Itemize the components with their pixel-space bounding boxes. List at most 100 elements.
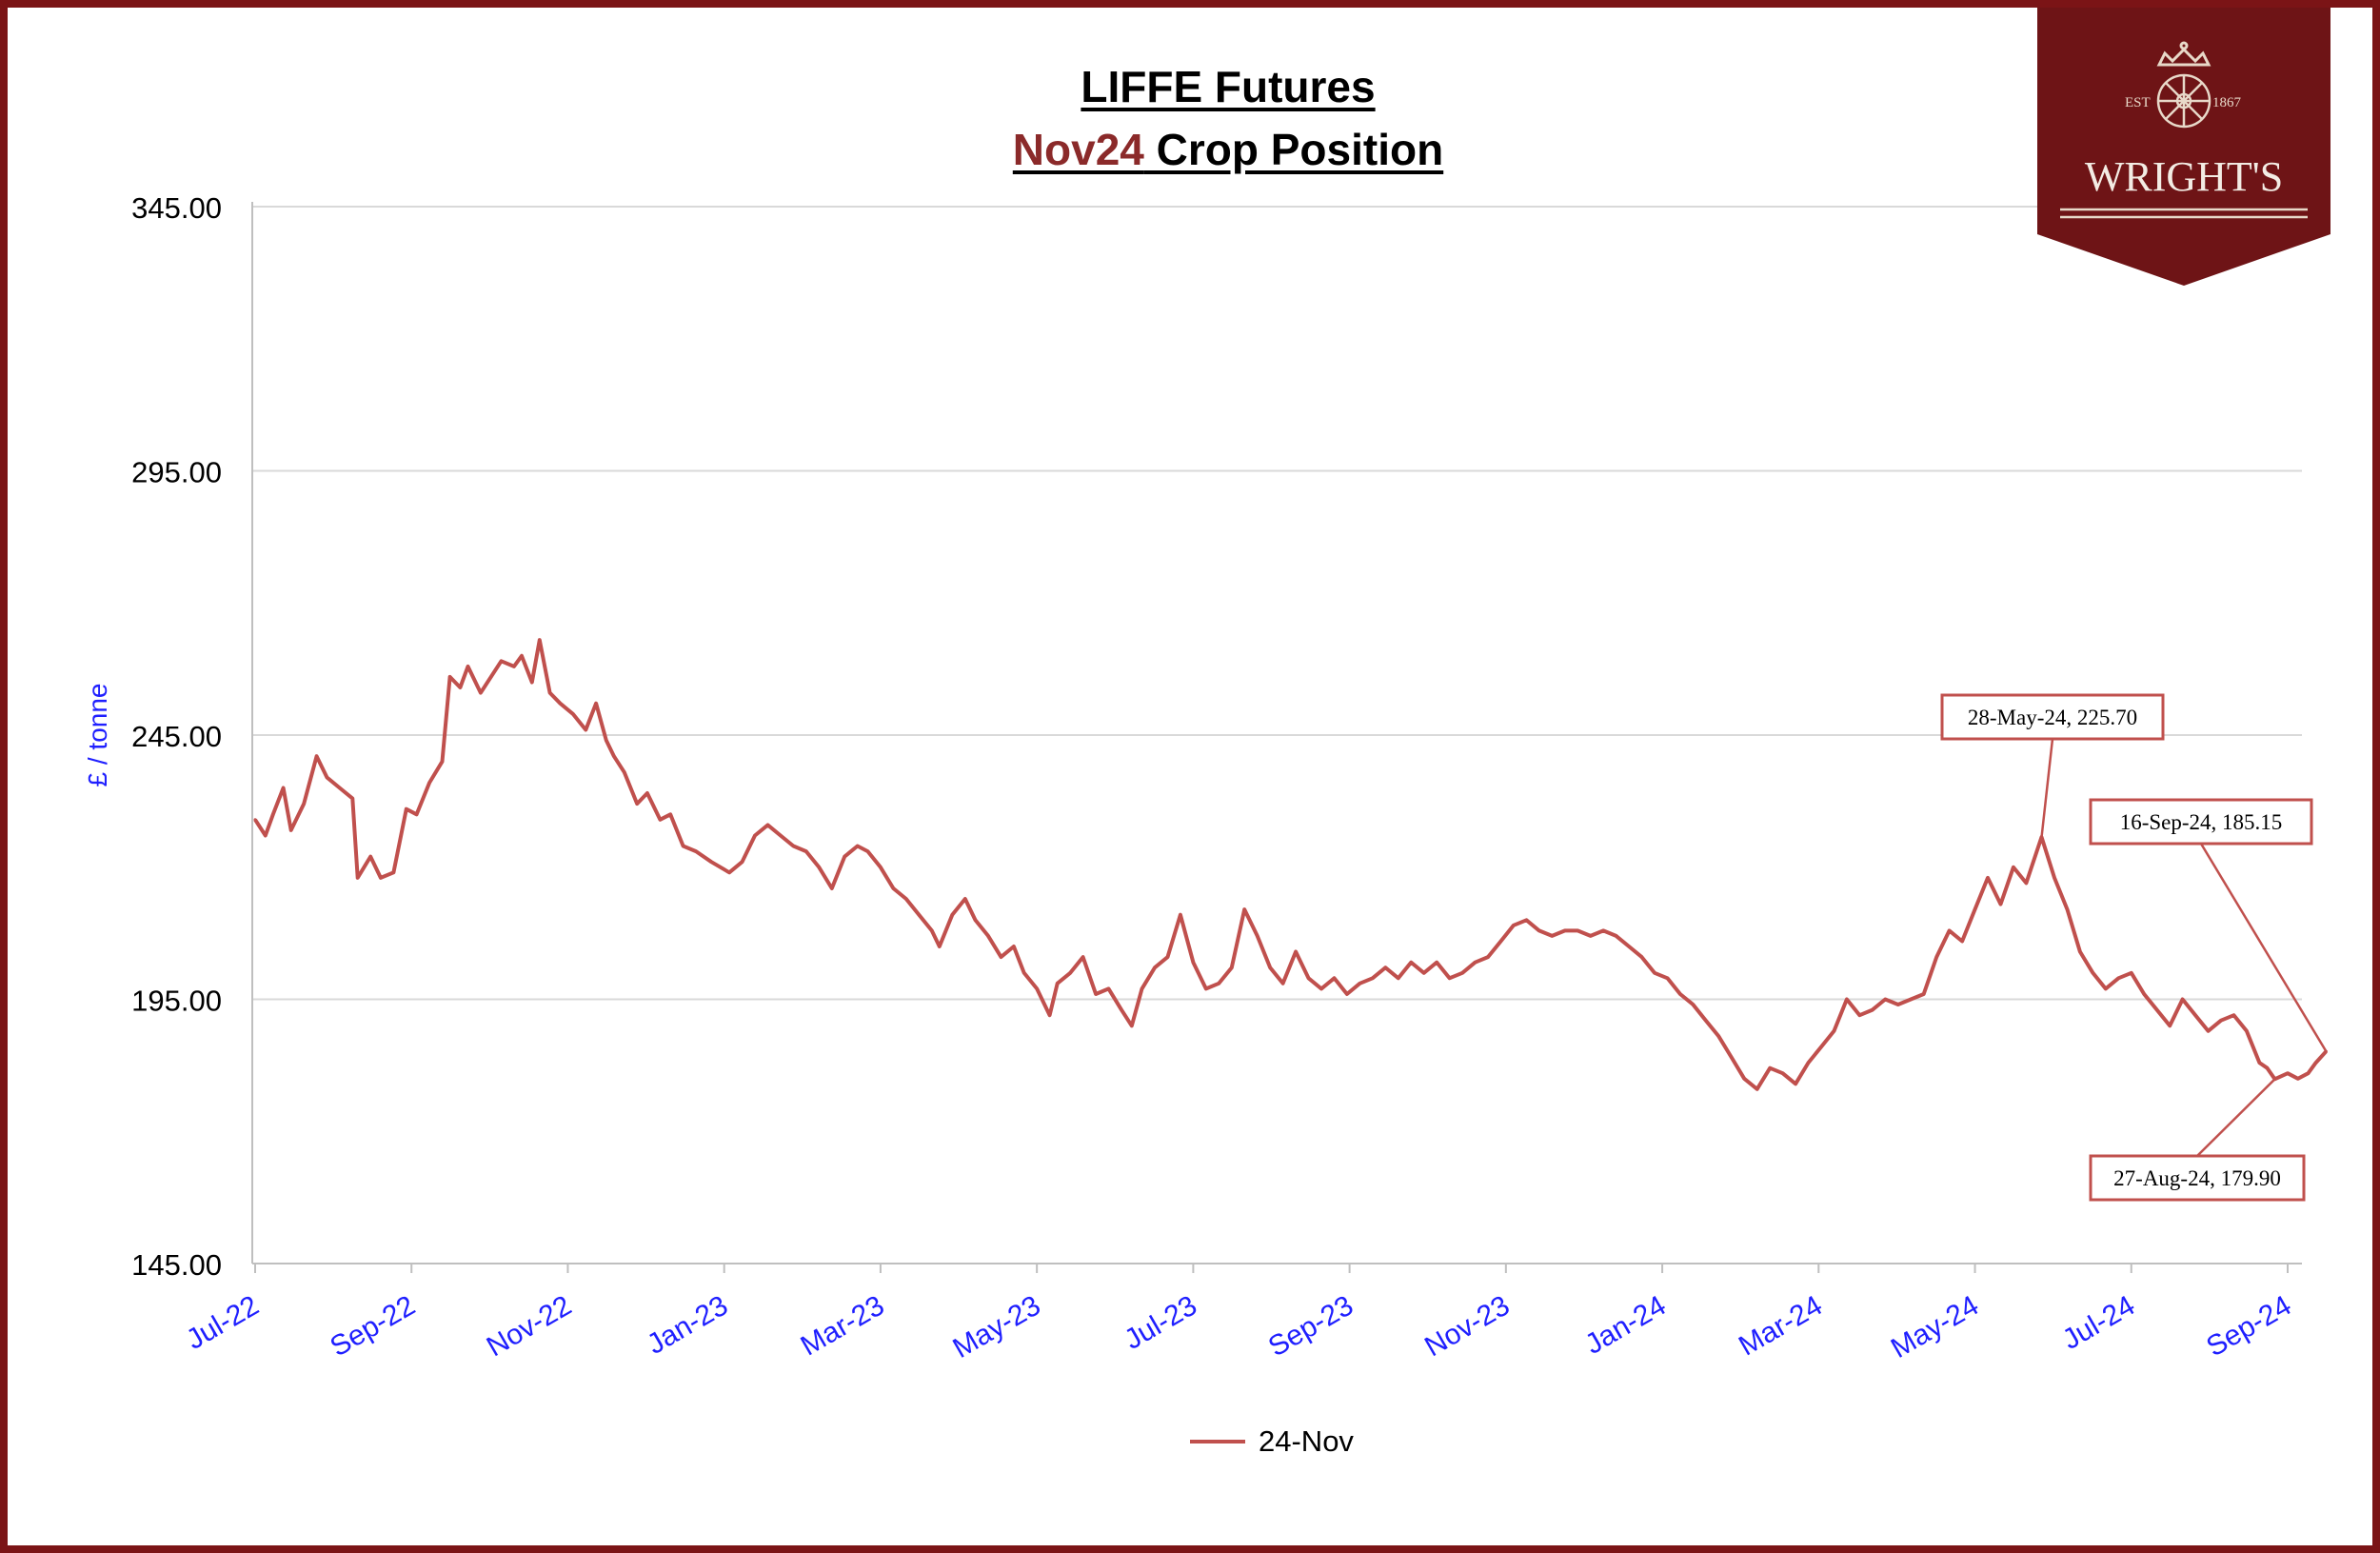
- data-point: [2266, 1066, 2269, 1070]
- data-point: [1035, 986, 1039, 990]
- data-point: [2257, 1061, 2261, 1065]
- data-point: [668, 812, 672, 816]
- data-point: [1601, 928, 1605, 932]
- data-point: [391, 870, 395, 874]
- grid-lines: [252, 206, 2302, 1001]
- x-tick-label: Mar-23: [796, 1289, 890, 1362]
- data-point: [548, 691, 552, 695]
- data-point: [1242, 907, 1246, 911]
- data-point: [741, 860, 744, 864]
- data-point: [458, 686, 462, 689]
- data-point: [1204, 986, 1208, 990]
- data-point: [325, 775, 328, 779]
- data-point: [658, 818, 662, 822]
- annotation-leader: [2040, 738, 2054, 838]
- series-layer: [253, 638, 2328, 1091]
- data-point: [356, 876, 360, 880]
- data-point: [1230, 966, 1234, 969]
- data-point: [1691, 1003, 1695, 1006]
- data-point: [2024, 881, 2028, 885]
- data-point: [466, 665, 469, 668]
- data-point: [479, 691, 483, 695]
- data-point: [1345, 992, 1349, 996]
- data-point: [520, 654, 524, 658]
- data-point: [1833, 1029, 1835, 1033]
- annotation-label: 27-Aug-24, 179.90: [2113, 1166, 2281, 1190]
- data-point: [594, 702, 598, 706]
- data-point: [1615, 934, 1618, 938]
- annotation-box: [2089, 1154, 2306, 1202]
- logo-wordmark: WRIGHT'S: [2085, 153, 2283, 200]
- x-tick-label: Jul-23: [1120, 1289, 1202, 1355]
- data-point: [1755, 1087, 1759, 1091]
- data-point: [1781, 1071, 1785, 1075]
- data-point: [1550, 934, 1554, 938]
- data-point: [1730, 1056, 1734, 1059]
- data-point: [500, 659, 503, 663]
- data-point: [1499, 940, 1502, 943]
- data-point: [2286, 1071, 2290, 1075]
- data-point: [2314, 1061, 2318, 1065]
- data-point: [1973, 907, 1976, 911]
- data-point: [605, 739, 608, 742]
- wrights-logo: EST 1867 WRIGHT'S: [2037, 8, 2330, 286]
- data-point: [1871, 1008, 1874, 1012]
- legend: 24-Nov: [1190, 1424, 1354, 1458]
- data-point: [866, 849, 869, 853]
- data-point: [1922, 992, 1926, 996]
- annotation-box: [1940, 693, 2165, 741]
- y-tick-label: 145.00: [131, 1248, 222, 1282]
- axes: 345.00 295.00 245.00 195.00 145.00 Jul-22 Sep-…: [83, 191, 2302, 1364]
- data-point: [635, 802, 639, 806]
- chart-subtitle: Nov24 Crop Position: [0, 124, 2380, 175]
- x-tick-label: Jan-23: [642, 1289, 733, 1360]
- x-tick-label: Mar-24: [1734, 1289, 1828, 1362]
- data-point: [441, 760, 444, 764]
- x-tick-label: Nov-23: [1419, 1289, 1515, 1363]
- x-tick-label: Sep-24: [2201, 1289, 2296, 1363]
- data-point: [1512, 924, 1516, 927]
- data-point: [917, 913, 921, 917]
- data-point: [558, 702, 562, 706]
- x-tick-label: Sep-23: [1263, 1289, 1359, 1363]
- data-point: [1294, 950, 1298, 953]
- data-point: [779, 834, 783, 837]
- data-point: [1653, 971, 1656, 975]
- annotation-label: 28-May-24, 225.70: [1968, 706, 2137, 729]
- data-point: [1768, 1066, 1772, 1070]
- data-point: [1012, 945, 1016, 948]
- data-point: [1474, 961, 1477, 965]
- data-point: [1268, 966, 1272, 969]
- wheel-icon: [2156, 73, 2211, 129]
- data-point: [530, 681, 534, 684]
- annotation-callout: 28-May-24, 225.70: [1940, 693, 2165, 838]
- data-point: [1409, 961, 1413, 965]
- data-point: [584, 728, 587, 731]
- data-point: [1191, 961, 1195, 965]
- annotation-callout: 16-Sep-24, 185.15: [2089, 798, 2328, 1052]
- data-point: [904, 897, 908, 901]
- data-point: [1934, 955, 1938, 959]
- data-point: [623, 770, 626, 774]
- data-point: [1397, 976, 1400, 980]
- data-point: [2168, 1024, 2172, 1027]
- legend-label: 24-Nov: [1259, 1424, 1354, 1458]
- data-point: [2012, 866, 2015, 869]
- data-point: [2053, 876, 2056, 880]
- chart-title-text: LIFFE Futures: [1081, 62, 1376, 111]
- x-tick-label: May-23: [948, 1289, 1046, 1364]
- data-point: [879, 866, 883, 869]
- data-point: [1909, 998, 1913, 1001]
- data-point: [2066, 907, 2069, 911]
- data-point: [645, 791, 649, 795]
- data-point: [694, 849, 698, 853]
- data-point: [2091, 971, 2094, 975]
- x-tick-label: Jul-24: [2057, 1289, 2140, 1355]
- data-point: [1742, 1077, 1746, 1081]
- data-point: [1281, 982, 1285, 986]
- annotation-leader: [2196, 1078, 2276, 1157]
- y-tick-label: 295.00: [131, 456, 222, 489]
- data-point: [1179, 913, 1182, 917]
- data-point: [1576, 928, 1579, 932]
